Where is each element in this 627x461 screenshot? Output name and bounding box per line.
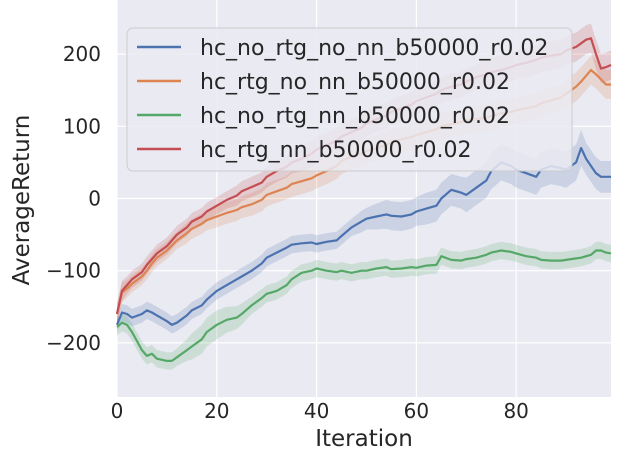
legend-label-0: hc_no_rtg_no_nn_b50000_r0.02 bbox=[200, 36, 548, 61]
y-tick-label: 0 bbox=[88, 187, 101, 211]
y-tick-label: 200 bbox=[63, 42, 101, 66]
legend-box bbox=[126, 27, 573, 172]
y-axis-label: AverageReturn bbox=[9, 115, 35, 286]
series-band-2 bbox=[117, 241, 611, 370]
series-line-2 bbox=[116, 249, 612, 362]
x-tick-label: 80 bbox=[503, 399, 528, 423]
y-tick-label: 100 bbox=[63, 114, 101, 138]
y-tick-label: −100 bbox=[46, 259, 101, 283]
legend-label-1: hc_rtg_no_nn_b50000_r0.02 bbox=[200, 70, 510, 95]
x-tick-label: 0 bbox=[111, 399, 124, 423]
y-tick-labels: −200 −100 0 100 200 bbox=[46, 42, 101, 355]
series-band-0 bbox=[117, 129, 611, 334]
y-tick-label: −200 bbox=[46, 331, 101, 355]
legend: hc_no_rtg_no_nn_b50000_r0.02 hc_rtg_no_nn… bbox=[126, 27, 573, 172]
x-tick-label: 20 bbox=[204, 399, 229, 423]
x-tick-labels: 0 20 40 60 80 bbox=[111, 399, 529, 423]
x-tick-label: 40 bbox=[304, 399, 329, 423]
legend-label-3: hc_rtg_nn_b50000_r0.02 bbox=[200, 138, 472, 163]
legend-label-2: hc_no_rtg_nn_b50000_r0.02 bbox=[200, 104, 510, 129]
x-tick-label: 60 bbox=[404, 399, 429, 423]
x-axis-label: Iteration bbox=[315, 426, 413, 452]
